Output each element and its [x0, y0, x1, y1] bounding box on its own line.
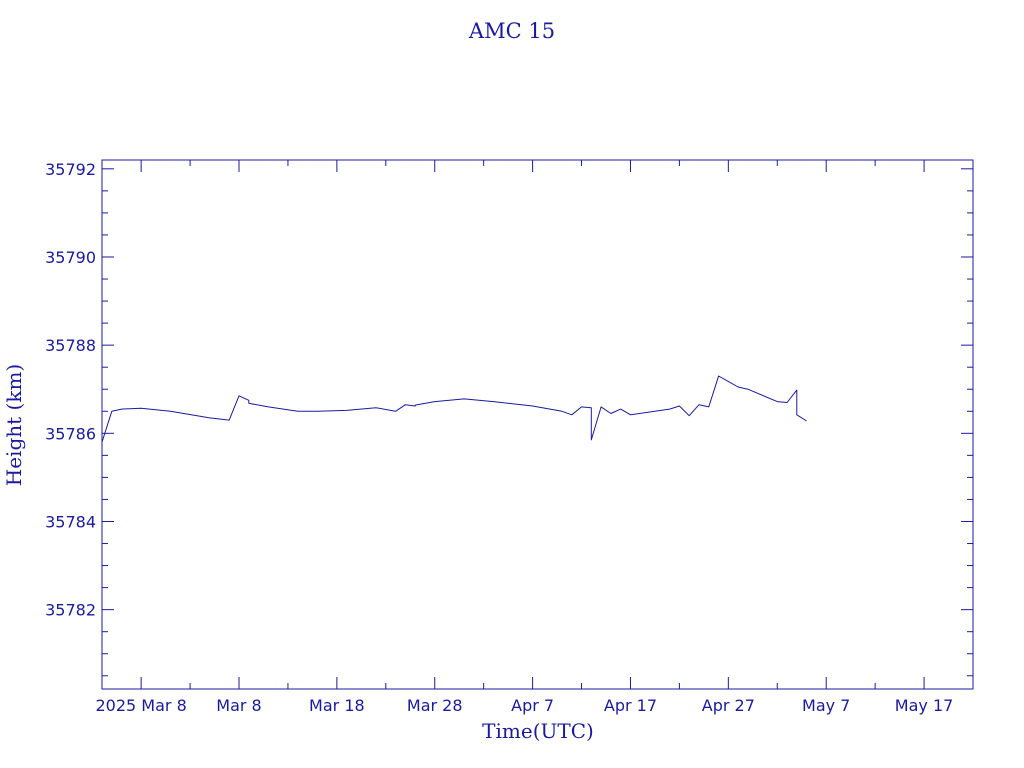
x-axis: 2025 Mar 8 Mar 8 Mar 18 Mar 28 Apr 7 Apr 17 Ap…: [96, 160, 974, 715]
x-tick-label: Apr 17: [604, 696, 657, 715]
y-axis-label: Height (km): [2, 364, 26, 486]
y-tick-label: 35782: [45, 601, 96, 620]
x-tick-label: Mar 18: [309, 696, 365, 715]
x-tick-label: May 7: [802, 696, 850, 715]
y-tick-label: 35784: [45, 512, 96, 531]
x-tick-label: Apr 7: [511, 696, 554, 715]
x-tick-label: Apr 27: [702, 696, 755, 715]
x-tick-label: Mar 8: [216, 696, 261, 715]
x-tick-label: May 17: [895, 696, 954, 715]
plot-frame: [101, 159, 974, 690]
y-tick-label: 35786: [45, 424, 96, 443]
series-layer: [101, 375, 807, 465]
x-tick-label: Mar 28: [407, 696, 463, 715]
y-tick-label: 35792: [45, 160, 96, 179]
x-axis-label: Time(UTC): [482, 719, 594, 743]
y-tick-label: 35790: [45, 248, 96, 267]
y-tick-label: 35788: [45, 336, 96, 355]
chart-title: AMC 15: [468, 19, 555, 43]
x-tick-label: 2025 Mar 8: [96, 696, 187, 715]
series-line-0: [101, 375, 807, 465]
y-axis: 35782 35784 35786 35788 35790 35792: [45, 160, 973, 677]
